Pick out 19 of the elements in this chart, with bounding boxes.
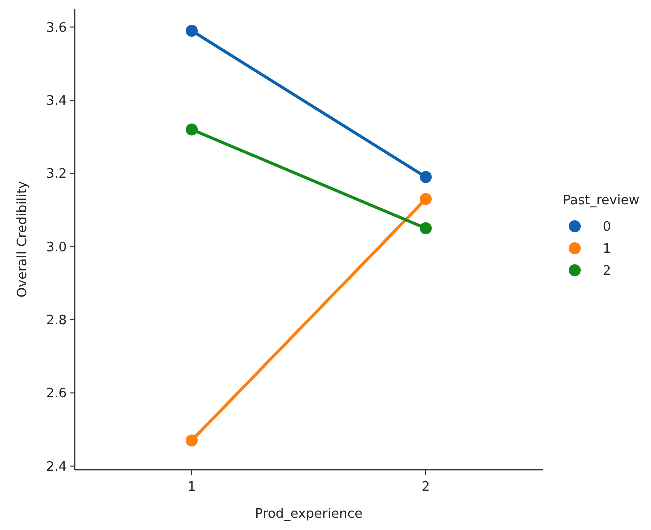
y-tick-label: 2.6: [46, 386, 67, 402]
y-tick-label: 3.4: [46, 94, 67, 110]
y-axis-title: Overall Credibility: [16, 180, 31, 298]
y-tick-label: 2.4: [46, 460, 67, 475]
y-tick-label: 2.8: [46, 314, 67, 329]
legend-title: Past_review: [563, 194, 640, 208]
y-tick-label: 3.6: [46, 20, 67, 36]
y-tick-label: 3.0: [46, 240, 67, 256]
point: [186, 24, 198, 37]
y-tick-label: 3.2: [46, 167, 67, 182]
point: [420, 222, 432, 235]
point: [420, 171, 432, 184]
legend-label: 0: [603, 220, 612, 236]
legend-label: 1: [603, 242, 612, 258]
point: [420, 193, 432, 206]
x-axis-title: Prod_experience: [255, 507, 363, 522]
point: [186, 434, 198, 447]
point: [186, 124, 198, 136]
legend-label: 2: [603, 264, 612, 280]
